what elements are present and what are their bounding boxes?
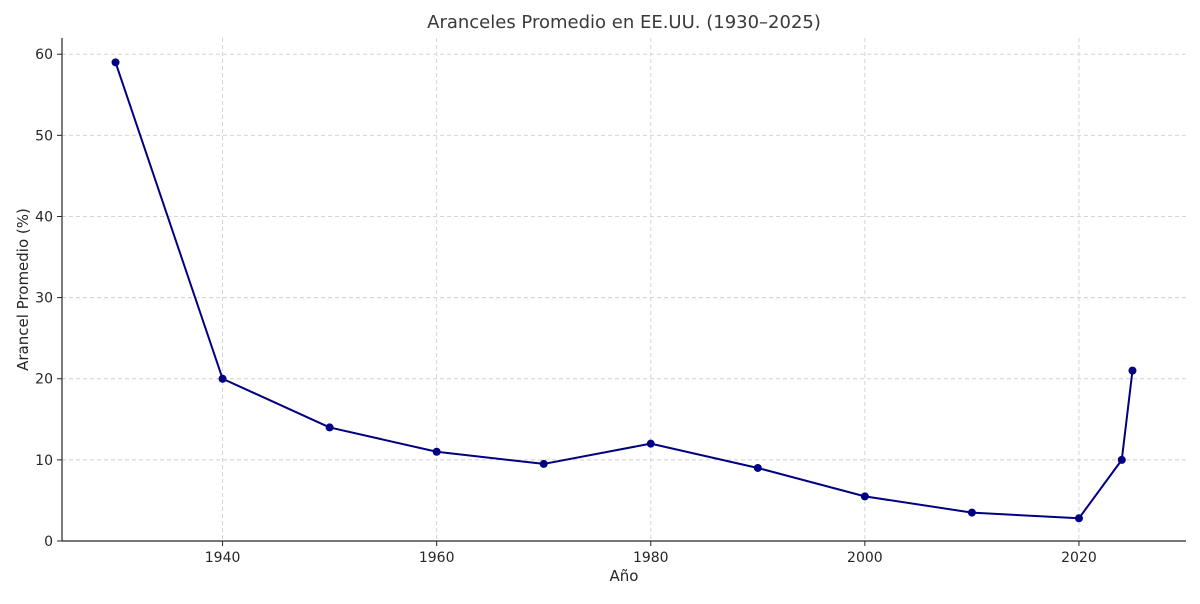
data-point bbox=[967, 508, 976, 517]
series-line bbox=[114, 62, 1134, 520]
grid bbox=[62, 38, 1186, 542]
x-tick-label: 1980 bbox=[633, 550, 669, 566]
data-point bbox=[1117, 455, 1126, 464]
y-tick-label: 0 bbox=[44, 534, 53, 550]
x-tick-label: 2020 bbox=[1061, 550, 1097, 566]
y-tick-label: 30 bbox=[35, 291, 53, 307]
x-tick-label: 1960 bbox=[419, 550, 455, 566]
data-point bbox=[860, 492, 869, 501]
axes bbox=[61, 38, 1186, 542]
y-tick-label: 10 bbox=[35, 453, 53, 469]
y-tick-label: 50 bbox=[35, 128, 53, 144]
x-axis-ticks: 1940 1960 1980 2000 2020 bbox=[205, 541, 1097, 566]
data-point bbox=[1074, 514, 1083, 523]
x-tick-label: 1940 bbox=[205, 550, 241, 566]
data-point bbox=[325, 423, 334, 432]
chart-title: Aranceles Promedio en EE.UU. (1930–2025) bbox=[427, 12, 821, 33]
data-point bbox=[753, 463, 762, 472]
y-axis-title: Arancel Promedio (%) bbox=[14, 208, 32, 371]
x-axis-title: Año bbox=[610, 567, 639, 585]
data-point bbox=[432, 447, 441, 456]
y-tick-label: 20 bbox=[35, 372, 53, 388]
x-tick-label: 2000 bbox=[847, 550, 883, 566]
data-point bbox=[218, 374, 227, 383]
series-layer bbox=[111, 58, 1137, 523]
data-point bbox=[539, 459, 548, 468]
data-point bbox=[111, 58, 120, 67]
data-point bbox=[1128, 366, 1137, 375]
y-axis-ticks: 0 10 20 30 40 50 60 bbox=[35, 47, 62, 550]
data-point bbox=[646, 439, 655, 448]
y-tick-label: 60 bbox=[35, 47, 53, 63]
y-tick-label: 40 bbox=[35, 209, 53, 225]
